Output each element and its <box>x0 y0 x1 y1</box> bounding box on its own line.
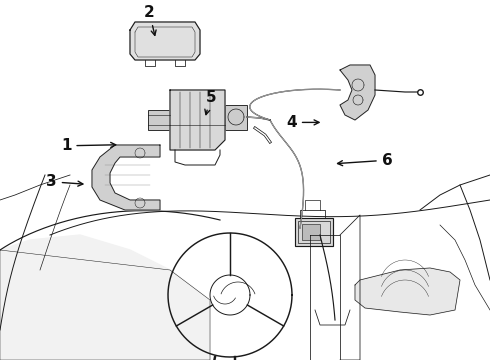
Bar <box>298 221 330 243</box>
Polygon shape <box>0 235 210 360</box>
Bar <box>302 224 320 240</box>
Polygon shape <box>92 145 160 210</box>
Bar <box>225 105 247 130</box>
Polygon shape <box>170 90 225 150</box>
Bar <box>295 218 333 246</box>
Polygon shape <box>355 268 460 315</box>
Text: 2: 2 <box>144 5 156 35</box>
Bar <box>148 110 170 130</box>
Polygon shape <box>130 22 200 60</box>
Text: 5: 5 <box>205 90 216 114</box>
Polygon shape <box>340 65 375 120</box>
Text: 3: 3 <box>46 174 83 189</box>
Text: 1: 1 <box>61 138 116 153</box>
Text: 4: 4 <box>286 115 319 130</box>
Text: 6: 6 <box>338 153 392 168</box>
